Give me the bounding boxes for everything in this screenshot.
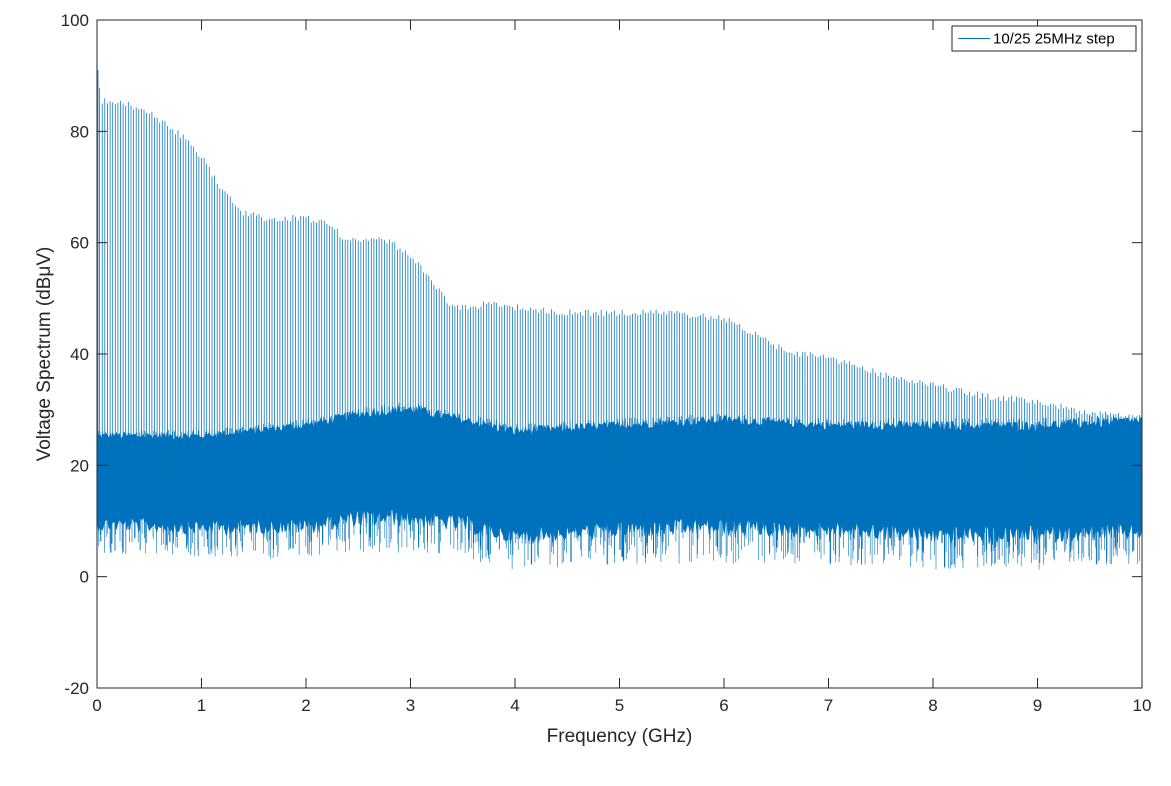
x-tick-label: 1 xyxy=(197,696,206,715)
x-tick-label: 5 xyxy=(615,696,624,715)
x-tick-label: 8 xyxy=(928,696,937,715)
y-axis-label: Voltage Spectrum (dBμV) xyxy=(34,247,55,462)
x-tick-label: 7 xyxy=(824,696,833,715)
x-axis-label: Frequency (GHz) xyxy=(547,726,693,747)
y-tick-label: 80 xyxy=(70,122,89,141)
legend-entry-label: 10/25 25MHz step xyxy=(993,31,1115,48)
y-tick-label: 60 xyxy=(70,234,89,253)
x-tick-label: 6 xyxy=(719,696,728,715)
noise-spikes xyxy=(98,402,1140,570)
y-tick-label: 40 xyxy=(70,345,89,364)
y-tick-label: 20 xyxy=(70,456,89,475)
x-tick-label: 2 xyxy=(301,696,310,715)
legend: 10/25 25MHz step xyxy=(951,25,1137,52)
x-tick-label: 0 xyxy=(92,696,101,715)
harmonic-peaks xyxy=(97,70,1143,482)
x-tick-label: 10 xyxy=(1133,696,1152,715)
x-tick-label: 9 xyxy=(1033,696,1042,715)
x-tick-label: 3 xyxy=(406,696,415,715)
y-tick-label: 0 xyxy=(80,568,89,587)
x-tick-label: 4 xyxy=(510,696,519,715)
y-tick-label: -20 xyxy=(64,679,89,698)
y-tick-label: 100 xyxy=(61,11,89,30)
